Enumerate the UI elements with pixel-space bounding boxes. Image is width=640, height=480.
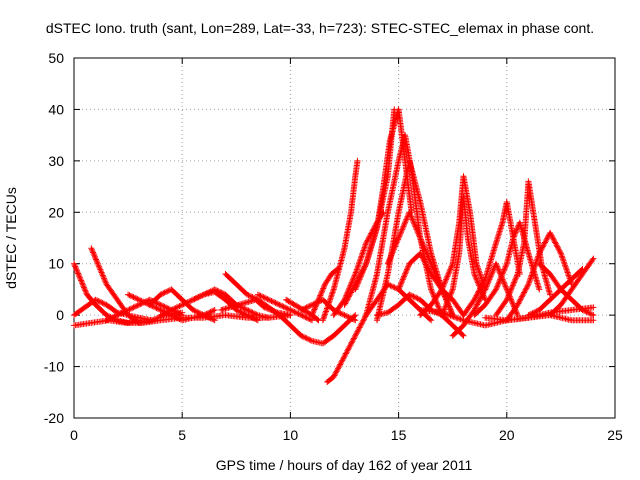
series-29 [460, 199, 523, 319]
plot-frame [73, 57, 616, 419]
x-tick-label: 25 [607, 427, 623, 443]
y-tick-label: -20 [44, 410, 64, 426]
series-11 [254, 291, 315, 324]
axis-ticks: 0 5 10 15 20 25 -20 -10 0 10 20 30 40 50 [44, 50, 623, 443]
data-point-markers [276, 312, 359, 347]
data-point-markers [449, 260, 521, 339]
series-28 [449, 260, 521, 339]
x-tick-label: 20 [499, 427, 515, 443]
series-37 [417, 304, 597, 329]
x-tick-label: 10 [283, 427, 299, 443]
series-26 [417, 173, 489, 319]
data-point-markers [190, 286, 272, 321]
y-tick-label: -10 [44, 359, 64, 375]
data-point-markers [309, 265, 341, 319]
x-tick-label: 15 [391, 427, 407, 443]
y-tick-label: 50 [48, 50, 64, 66]
data-series [71, 106, 597, 385]
series-17 [319, 157, 361, 324]
series-15 [309, 265, 341, 319]
y-tick-label: 30 [48, 153, 64, 169]
y-tick-label: 0 [56, 307, 64, 323]
chart-title: dSTEC Iono. truth (sant, Lon=289, Lat=-3… [46, 20, 594, 36]
x-tick-label: 0 [70, 427, 78, 443]
y-tick-label: 40 [48, 101, 64, 117]
data-point-markers [254, 291, 315, 324]
gridlines [74, 58, 615, 418]
y-tick-label: 20 [48, 204, 64, 220]
data-point-markers [417, 173, 489, 319]
series-13 [276, 312, 359, 347]
y-axis-label: dSTEC / TECUs [3, 187, 19, 289]
data-point-markers [460, 199, 523, 319]
data-point-markers [319, 157, 361, 324]
data-point-markers [218, 296, 294, 319]
x-tick-label: 5 [178, 427, 186, 443]
series-8 [190, 286, 272, 321]
x-axis-label: GPS time / hours of day 162 of year 2011 [216, 457, 473, 473]
y-tick-label: 10 [48, 256, 64, 272]
series-10 [218, 296, 294, 319]
data-point-markers [417, 304, 597, 329]
